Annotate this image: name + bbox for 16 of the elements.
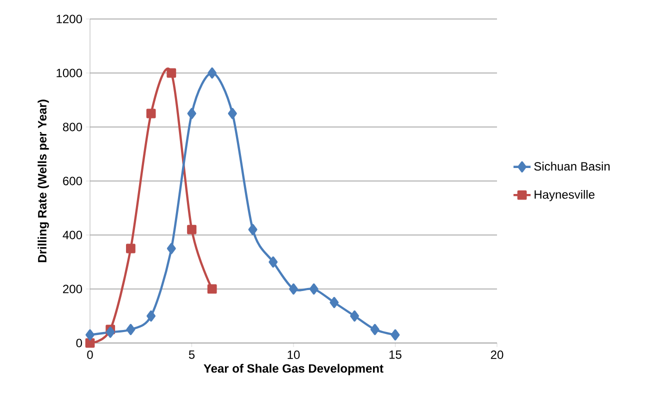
legend-label: Sichuan Basin (534, 162, 610, 171)
y-tick-label: 600 (63, 176, 82, 186)
x-tick-label: 20 (490, 350, 504, 360)
legend-label: Haynesville (534, 190, 594, 202)
x-tick-label: 0 (87, 350, 93, 360)
y-tick-label: 200 (63, 284, 82, 294)
x-tick-label: 15 (389, 350, 402, 359)
y-tick-label: 0 (76, 338, 82, 348)
x-tick-label: 10 (288, 350, 300, 360)
x-tick-label: 5 (188, 350, 195, 359)
y-tick-label: 1000 (56, 68, 82, 78)
y-tick-label: 400 (62, 230, 82, 240)
y-axis-title: Drilling Rate (Wells per Year) (38, 100, 49, 262)
x-axis-title: Year of Shale Gas Development (204, 364, 384, 376)
y-tick-label: 800 (62, 122, 82, 132)
y-tick-label: 1200 (56, 14, 82, 24)
